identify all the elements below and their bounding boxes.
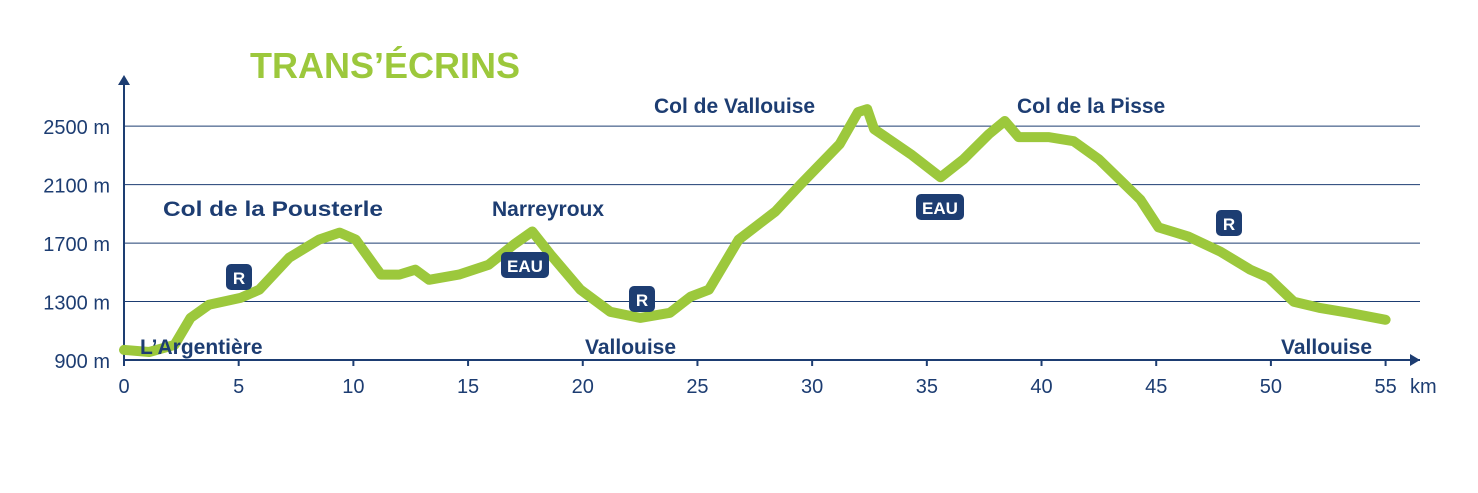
badge: [1216, 210, 1242, 236]
profile-line: [119, 104, 1391, 357]
x-tick-label: 25: [686, 376, 708, 398]
badge-label: EAU: [922, 199, 958, 218]
x-tick-label: 50: [1260, 376, 1282, 398]
y-tick-label: 2500 m: [43, 117, 110, 139]
place-label: Col de la Pisse: [1017, 95, 1165, 118]
badge: [916, 194, 964, 220]
badge-label: R: [636, 291, 648, 310]
x-tick-label: 35: [916, 376, 938, 398]
y-tick-label: 1700 m: [43, 234, 110, 256]
x-tick-label: 55: [1374, 376, 1396, 398]
y-tick-label: 2100 m: [43, 176, 110, 198]
place-label: L’Argentière: [140, 336, 263, 359]
y-tick-label: 900 m: [54, 351, 110, 373]
x-unit: km: [1410, 376, 1437, 398]
badge-label: R: [1223, 215, 1235, 234]
place-label: Col de la Pousterle: [163, 198, 383, 221]
y-axis-arrow: [118, 75, 130, 85]
place-label: Vallouise: [585, 336, 676, 359]
badge: [501, 252, 549, 278]
x-tick-label: 40: [1030, 376, 1052, 398]
x-tick-label: 20: [572, 376, 594, 398]
x-tick-label: 15: [457, 376, 479, 398]
x-tick-label: 0: [118, 376, 129, 398]
x-tick-label: 45: [1145, 376, 1167, 398]
badge-label: R: [233, 269, 245, 288]
y-tick-label: 1300 m: [43, 293, 110, 315]
place-label: Vallouise: [1281, 336, 1372, 359]
x-axis-arrow: [1410, 354, 1420, 366]
x-tick-label: 30: [801, 376, 823, 398]
place-label: Col de Vallouise: [654, 95, 815, 118]
badge: [226, 264, 252, 290]
badge-label: EAU: [507, 257, 543, 276]
badge: [629, 286, 655, 312]
chart-title: TRANS’ÉCRINS: [250, 45, 520, 86]
x-tick-label: 10: [342, 376, 364, 398]
place-label: Narreyroux: [492, 198, 604, 221]
x-tick-label: 5: [233, 376, 244, 398]
